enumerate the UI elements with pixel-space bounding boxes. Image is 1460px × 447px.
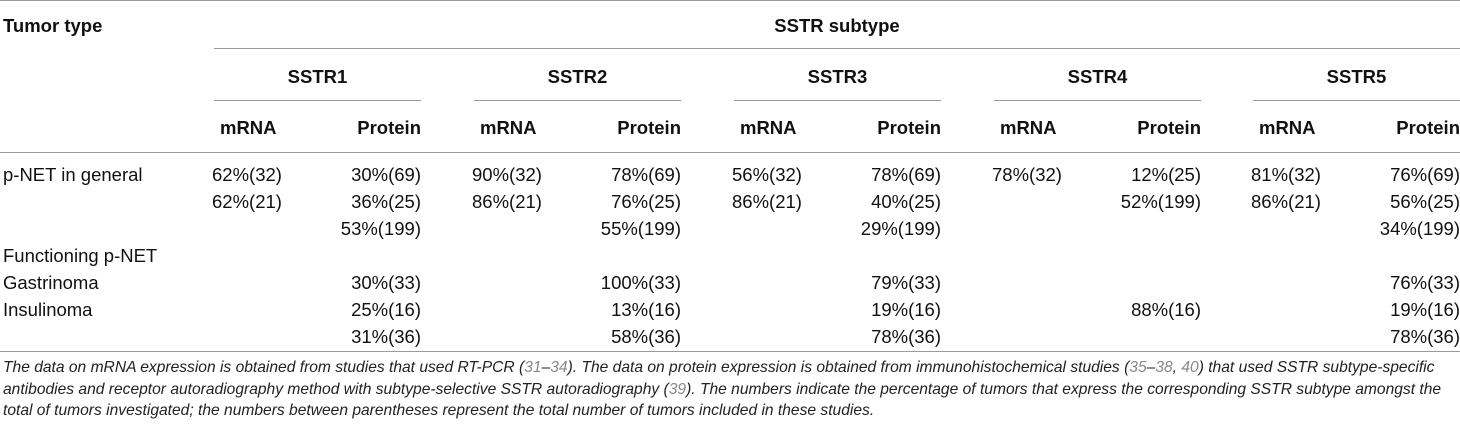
protein-cell: 29%(199) [860, 218, 941, 239]
mrna-cell: 81%(32) [1251, 164, 1321, 185]
protein-cell: 34%(199) [1379, 218, 1460, 239]
protein-cell: 78%(36) [871, 326, 941, 347]
header-bottom-rule [0, 152, 1460, 153]
subtype-label: SSTR4 [1067, 66, 1128, 87]
footnote-text: ). The numbers indicate the percentage o… [3, 380, 1442, 420]
citation-link[interactable]: 38 [1155, 359, 1173, 376]
protein-cell: 76%(25) [611, 191, 681, 212]
protein-cell: 88%(16) [1131, 299, 1201, 320]
row-label: p-NET in general [3, 164, 143, 185]
footnote-text: The data on mRNA expression is obtained … [3, 359, 525, 376]
subtype-rule-sstr5 [1253, 100, 1460, 101]
mrna-cell: 86%(21) [1251, 191, 1321, 212]
protein-column-header: Protein [1396, 117, 1460, 138]
mrna-cell: 78%(32) [992, 164, 1062, 185]
subtype-label: SSTR1 [287, 66, 348, 87]
protein-cell: 100%(33) [600, 272, 681, 293]
row-label: Gastrinoma [3, 272, 99, 293]
mrna-cell: 56%(32) [732, 164, 802, 185]
citation-link[interactable]: 31 [524, 359, 542, 376]
top-rule [0, 0, 1460, 1]
protein-cell: 30%(69) [351, 164, 421, 185]
footnote-text: – [1146, 359, 1156, 376]
subtype-rule-sstr1 [214, 100, 421, 101]
protein-cell: 36%(25) [351, 191, 421, 212]
mrna-cell: 86%(21) [732, 191, 802, 212]
mrna-column-header: mRNA [1000, 117, 1057, 138]
footnote-text: , [1172, 359, 1182, 376]
table-footnote: The data on mRNA expression is obtained … [3, 357, 1455, 422]
footnote-text: – [541, 359, 551, 376]
mrna-cell: 62%(32) [212, 164, 282, 185]
protein-column-header: Protein [1137, 117, 1201, 138]
mrna-column-header: mRNA [1259, 117, 1316, 138]
table-bottom-rule [0, 351, 1460, 352]
mrna-cell: 86%(21) [472, 191, 542, 212]
protein-cell: 78%(69) [611, 164, 681, 185]
protein-cell: 76%(33) [1390, 272, 1460, 293]
protein-cell: 19%(16) [871, 299, 941, 320]
protein-cell: 79%(33) [871, 272, 941, 293]
mrna-cell: 90%(32) [472, 164, 542, 185]
subtype-rule-sstr2 [474, 100, 681, 101]
protein-column-header: Protein [617, 117, 681, 138]
mrna-column-header: mRNA [220, 117, 277, 138]
tumor-type-header: Tumor type [3, 15, 103, 36]
protein-cell: 53%(199) [340, 218, 421, 239]
citation-link[interactable]: 40 [1181, 359, 1199, 376]
row-label: Functioning p-NET [3, 245, 158, 266]
protein-column-header: Protein [877, 117, 941, 138]
row-label: Insulinoma [3, 299, 93, 320]
citation-link[interactable]: 39 [668, 380, 687, 398]
subtype-label: SSTR2 [547, 66, 608, 87]
protein-cell: 25%(16) [351, 299, 421, 320]
protein-cell: 55%(199) [600, 218, 681, 239]
protein-cell: 78%(36) [1390, 326, 1460, 347]
footnote-text: ) that used SSTR subtype-specific antibo… [3, 359, 1435, 398]
protein-cell: 31%(36) [351, 326, 421, 347]
protein-cell: 40%(25) [871, 191, 941, 212]
protein-cell: 12%(25) [1131, 164, 1201, 185]
protein-cell: 30%(33) [351, 272, 421, 293]
protein-cell: 76%(69) [1390, 164, 1460, 185]
subtype-label: SSTR3 [807, 66, 868, 87]
mrna-column-header: mRNA [480, 117, 537, 138]
mrna-column-header: mRNA [740, 117, 797, 138]
protein-cell: 19%(16) [1390, 299, 1460, 320]
protein-cell: 58%(36) [611, 326, 681, 347]
protein-column-header: Protein [357, 117, 421, 138]
protein-cell: 13%(16) [611, 299, 681, 320]
protein-cell: 78%(69) [871, 164, 941, 185]
subtype-label: SSTR5 [1326, 66, 1387, 87]
subtype-rule-sstr3 [734, 100, 941, 101]
sstr-subtype-header: SSTR subtype [774, 15, 900, 36]
protein-cell: 52%(199) [1120, 191, 1201, 212]
subtype-rule-sstr4 [994, 100, 1201, 101]
protein-cell: 56%(25) [1390, 191, 1460, 212]
citation-link[interactable]: 34 [550, 359, 568, 376]
footnote-text: ). The data on protein expression is obt… [567, 359, 1130, 376]
citation-link[interactable]: 35 [1129, 359, 1147, 376]
mrna-cell: 62%(21) [212, 191, 282, 212]
group-rule [214, 48, 1460, 49]
